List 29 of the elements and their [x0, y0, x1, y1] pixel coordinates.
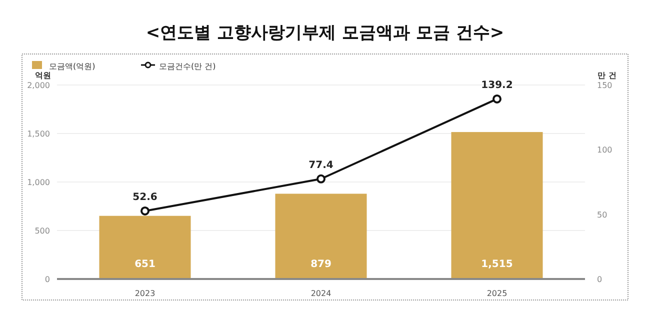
y-tick-label: 500 — [34, 226, 50, 236]
y-tick-label: 1,500 — [27, 130, 50, 138]
bar — [275, 194, 367, 279]
y-tick-label: 0 — [44, 275, 50, 284]
x-tick-label: 2025 — [486, 289, 508, 298]
data-label: 139.2 — [481, 80, 513, 91]
x-tick-label: 2023 — [134, 289, 156, 298]
legend-label: 모금액(억원) — [49, 62, 96, 71]
y2-tick-label: 50 — [597, 210, 608, 220]
y-tick-label: 1,000 — [27, 178, 50, 187]
y2-axis-title: 만 건 — [598, 71, 616, 80]
data-label: 1,515 — [481, 259, 513, 270]
y-tick-label: 2,000 — [27, 81, 50, 90]
data-label: 651 — [134, 259, 156, 270]
bar — [99, 216, 191, 279]
data-label: 77.4 — [308, 160, 334, 171]
y2-tick-label: 100 — [597, 146, 612, 155]
point — [492, 94, 502, 104]
y2-tick-label: 0 — [597, 275, 602, 284]
data-label: 879 — [310, 259, 332, 270]
x-tick-label: 2024 — [310, 289, 332, 298]
point — [140, 206, 150, 216]
data-label: 52.6 — [132, 192, 158, 203]
point — [316, 174, 326, 184]
y2-tick-label: 150 — [597, 81, 612, 90]
legend-label: 모금건수(만 건) — [159, 62, 216, 71]
bar — [451, 132, 543, 279]
y-axis-title: 억원 — [35, 71, 51, 80]
chart-title: <연도별 고향사랑기부제 모금액과 모금 건수> — [146, 23, 504, 43]
